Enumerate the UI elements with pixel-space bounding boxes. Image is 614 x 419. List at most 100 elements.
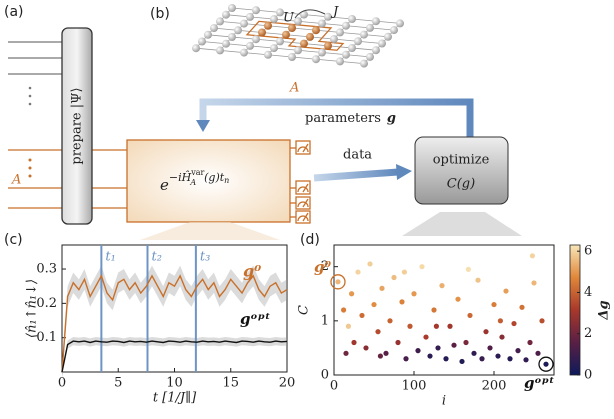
lattice [192, 4, 404, 68]
data-label: data [343, 148, 372, 163]
scatter-point [363, 345, 369, 351]
x-tick-label: 200 [482, 379, 507, 394]
zoom-trapezoid [402, 212, 522, 236]
lattice-site [288, 53, 296, 61]
scatter-point [343, 350, 349, 356]
scatter-point [455, 296, 461, 302]
lattice-site [276, 8, 284, 17]
scatter-point [407, 323, 413, 329]
circuit [8, 27, 311, 225]
scatter-point [377, 353, 383, 359]
region-label-b: A [289, 81, 299, 96]
scatter-point [523, 357, 529, 363]
parameters-symbol: g [387, 111, 396, 126]
scatter-point [341, 307, 347, 313]
interaction-label: U [283, 11, 295, 26]
prepare-label: prepare |Ψ⟩ [70, 87, 85, 164]
lattice-site [372, 46, 380, 55]
scatter-point [383, 350, 389, 356]
x-tick-label: 0 [58, 376, 66, 391]
scatter-point [459, 358, 465, 365]
scatter-point [471, 350, 477, 356]
lattice-site [264, 21, 272, 30]
scatter-point [479, 356, 485, 362]
lattice-site [312, 26, 320, 35]
scatter-point [447, 323, 453, 329]
x-axis-label: t [1/J∥] [153, 391, 197, 406]
scatter-point [399, 299, 405, 305]
lattice-site [318, 19, 326, 28]
operator-sup: var [190, 168, 204, 177]
colorbar-label: Δg [597, 300, 612, 320]
panel-label: (c) [4, 232, 23, 248]
parameters-text: parameters [305, 111, 381, 126]
lattice-site [258, 28, 266, 37]
lattice-site [342, 50, 350, 59]
x-tick-label: 5 [114, 376, 122, 391]
lattice-site [300, 10, 308, 19]
lattice-site [216, 46, 224, 55]
x-tick-label: 100 [402, 379, 427, 394]
scatter-point [371, 301, 377, 308]
series-label: gᵒᵖᵗ [240, 310, 271, 328]
lattice-site [366, 23, 374, 32]
scatter-point [503, 288, 509, 294]
region-label: A [11, 173, 21, 188]
data-arrow [313, 168, 399, 182]
optimize-label: optimize [433, 153, 490, 168]
lattice-site [330, 35, 338, 44]
scatter-point [483, 329, 489, 335]
scatter-point [497, 318, 503, 324]
scatter-point [419, 264, 425, 270]
scatter-point [335, 279, 341, 285]
annotation-ring [330, 274, 346, 290]
y-tick-label: 0 [321, 368, 329, 383]
operator-rest: (g)t [204, 171, 225, 184]
colorbar-tick-label: 2 [584, 326, 592, 341]
scatter-point [415, 348, 421, 354]
lattice-site [354, 37, 362, 46]
x-tick-label: 10 [166, 376, 183, 391]
lattice-site [348, 44, 356, 52]
scatter-point [519, 304, 525, 310]
lattice-site [252, 35, 260, 44]
lattice-site [324, 41, 332, 50]
scatter-point [411, 291, 417, 297]
scatter-point [431, 307, 437, 313]
lattice-site [300, 39, 308, 48]
scatter-point [387, 318, 393, 324]
lattice-site [294, 46, 302, 55]
colorbar-tick-label: 6 [584, 244, 592, 259]
optimize-box [414, 136, 509, 205]
lattice-site [270, 44, 278, 53]
x-tick-label: 20 [279, 376, 296, 391]
colorbar-tick-label: 0 [584, 368, 592, 383]
scatter-point [499, 334, 505, 340]
parameters-arrow [199, 98, 474, 138]
lattice-line [219, 21, 389, 38]
scatter-point [359, 312, 365, 319]
lattice-site [240, 19, 248, 28]
lattice-site [384, 32, 392, 41]
lattice-site [198, 37, 206, 46]
scatter-point [539, 318, 545, 324]
scatter-point [345, 323, 351, 329]
hopping-arrow [294, 9, 326, 19]
y-tick-label: 0.2 [36, 296, 57, 311]
panel-label: (b) [150, 6, 170, 22]
scatter-point [355, 269, 361, 275]
scatter-point [395, 339, 401, 346]
scatter-point [349, 291, 355, 297]
scatter-point [487, 345, 493, 351]
scatter-point [435, 345, 441, 351]
lattice-site [210, 24, 218, 33]
lattice-site [282, 30, 290, 39]
arrow-head [396, 164, 412, 180]
operator-sub2: n [224, 176, 229, 185]
lattice-site [318, 48, 326, 57]
scatter-point [379, 285, 385, 291]
lattice-line [213, 27, 383, 44]
lattice-site [246, 12, 254, 21]
y-axis-label: C [297, 305, 312, 315]
lattice-site [222, 10, 230, 19]
